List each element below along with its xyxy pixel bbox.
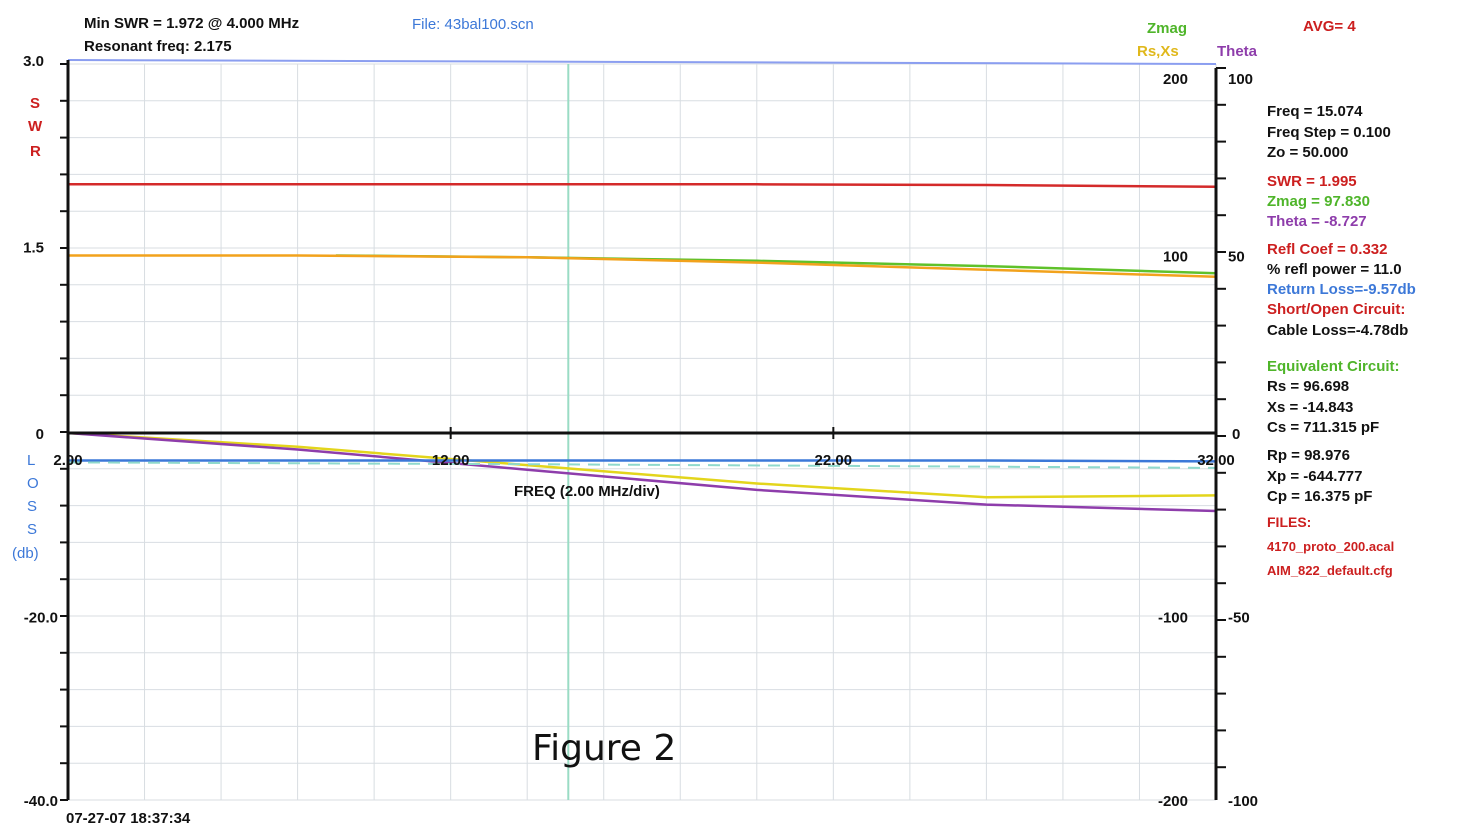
readout-freq: Freq = 15.074 xyxy=(1267,103,1363,120)
loss-tick-label: -20.0 xyxy=(24,610,58,627)
x-tick-label: 32.00 xyxy=(1197,452,1235,469)
readout-files-label: FILES: xyxy=(1267,514,1311,530)
x-tick-label: 2.00 xyxy=(53,452,82,469)
trace-swr xyxy=(68,183,1217,189)
trace-return-loss xyxy=(67,431,1217,499)
loss-letter-s1: S xyxy=(27,498,37,515)
z-tick-label: -100 xyxy=(1158,610,1188,627)
legend-zmag: Zmag xyxy=(1147,20,1187,37)
file-name-text: File: 43bal100.scn xyxy=(412,16,534,33)
readout-zo: Zo = 50.000 xyxy=(1267,144,1348,161)
swr-tick-label: 3.0 xyxy=(23,53,44,70)
swr-letter-r: R xyxy=(30,143,41,160)
loss-letter-s2: S xyxy=(27,521,37,538)
theta-tick-label: 50 xyxy=(1228,249,1245,266)
readout-rs: Rs = 96.698 xyxy=(1267,378,1349,395)
trace-theta xyxy=(67,461,1217,469)
loss-letter-l: L xyxy=(27,452,35,469)
readout-file2: AIM_822_default.cfg xyxy=(1267,563,1393,578)
readout-freq-step: Freq Step = 0.100 xyxy=(1267,124,1391,141)
grid xyxy=(67,59,1217,801)
x-tick-label: 22.00 xyxy=(815,452,853,469)
avg-text: AVG= 4 xyxy=(1303,18,1356,35)
theta-tick-label: -100 xyxy=(1228,793,1258,810)
readout-refl-coef: Refl Coef = 0.332 xyxy=(1267,241,1387,258)
readout-refl-power: % refl power = 11.0 xyxy=(1267,261,1402,278)
min-swr-text: Min SWR = 1.972 @ 4.000 MHz xyxy=(84,15,299,32)
top-border-line xyxy=(67,59,1217,65)
figure-caption: Figure 2 xyxy=(532,728,676,769)
readout-equiv-circuit: Equivalent Circuit: xyxy=(1267,358,1400,375)
trace-rs xyxy=(68,254,1217,279)
axes xyxy=(66,60,1218,800)
z-tick-label: 100 xyxy=(1163,249,1188,266)
legend-theta: Theta xyxy=(1217,43,1258,60)
readout-cable-loss: Cable Loss=-4.78db xyxy=(1267,322,1408,339)
theta-tick-label: -50 xyxy=(1228,610,1250,627)
swr-tick-label: 1.5 xyxy=(23,240,44,257)
readout-cp: Cp = 16.375 pF xyxy=(1267,488,1372,505)
z-tick-label: -200 xyxy=(1158,793,1188,810)
readout-panel: Freq = 15.074 Freq Step = 0.100 Zo = 50.… xyxy=(1267,103,1416,578)
tick-labels: 2.00 12.00 22.00 32.00 3.0 1.5 0 -20.0 -40.0 200 1… xyxy=(23,53,1258,810)
readout-zmag: Zmag = 97.830 xyxy=(1267,193,1370,210)
swr-letter-s: S xyxy=(30,95,40,112)
loss-letter-o: O xyxy=(27,475,39,492)
x-tick-label: 12.00 xyxy=(432,452,470,469)
traces xyxy=(67,183,1217,513)
theta-tick-label: 0 xyxy=(1232,426,1240,443)
x-axis-label: FREQ (2.00 MHz/div) xyxy=(514,483,660,500)
readout-return-loss: Return Loss=-9.57db xyxy=(1267,281,1416,298)
trace-xs xyxy=(68,459,1217,463)
readout-xs: Xs = -14.843 xyxy=(1267,399,1353,416)
trace-cable-loss xyxy=(67,431,1217,513)
readout-theta: Theta = -8.727 xyxy=(1267,213,1367,230)
readout-file1: 4170_proto_200.acal xyxy=(1267,539,1394,554)
swr-tick-label: 0 xyxy=(36,426,44,443)
readout-swr: SWR = 1.995 xyxy=(1267,173,1357,190)
z-tick-label: 200 xyxy=(1163,71,1188,88)
readout-cs: Cs = 711.315 pF xyxy=(1267,419,1379,436)
theta-tick-label: 100 xyxy=(1228,71,1253,88)
readout-rp: Rp = 98.976 xyxy=(1267,447,1350,464)
swr-letter-w: W xyxy=(28,118,43,135)
legend-rsxs: Rs,Xs xyxy=(1137,43,1179,60)
readout-short-open: Short/Open Circuit: xyxy=(1267,301,1405,318)
loss-tick-label: -40.0 xyxy=(24,793,58,810)
readout-xp: Xp = -644.777 xyxy=(1267,468,1362,485)
resonant-freq-text: Resonant freq: 2.175 xyxy=(84,38,232,55)
loss-unit: (db) xyxy=(12,545,39,562)
timestamp: 07-27-07 18:37:34 xyxy=(66,810,191,827)
